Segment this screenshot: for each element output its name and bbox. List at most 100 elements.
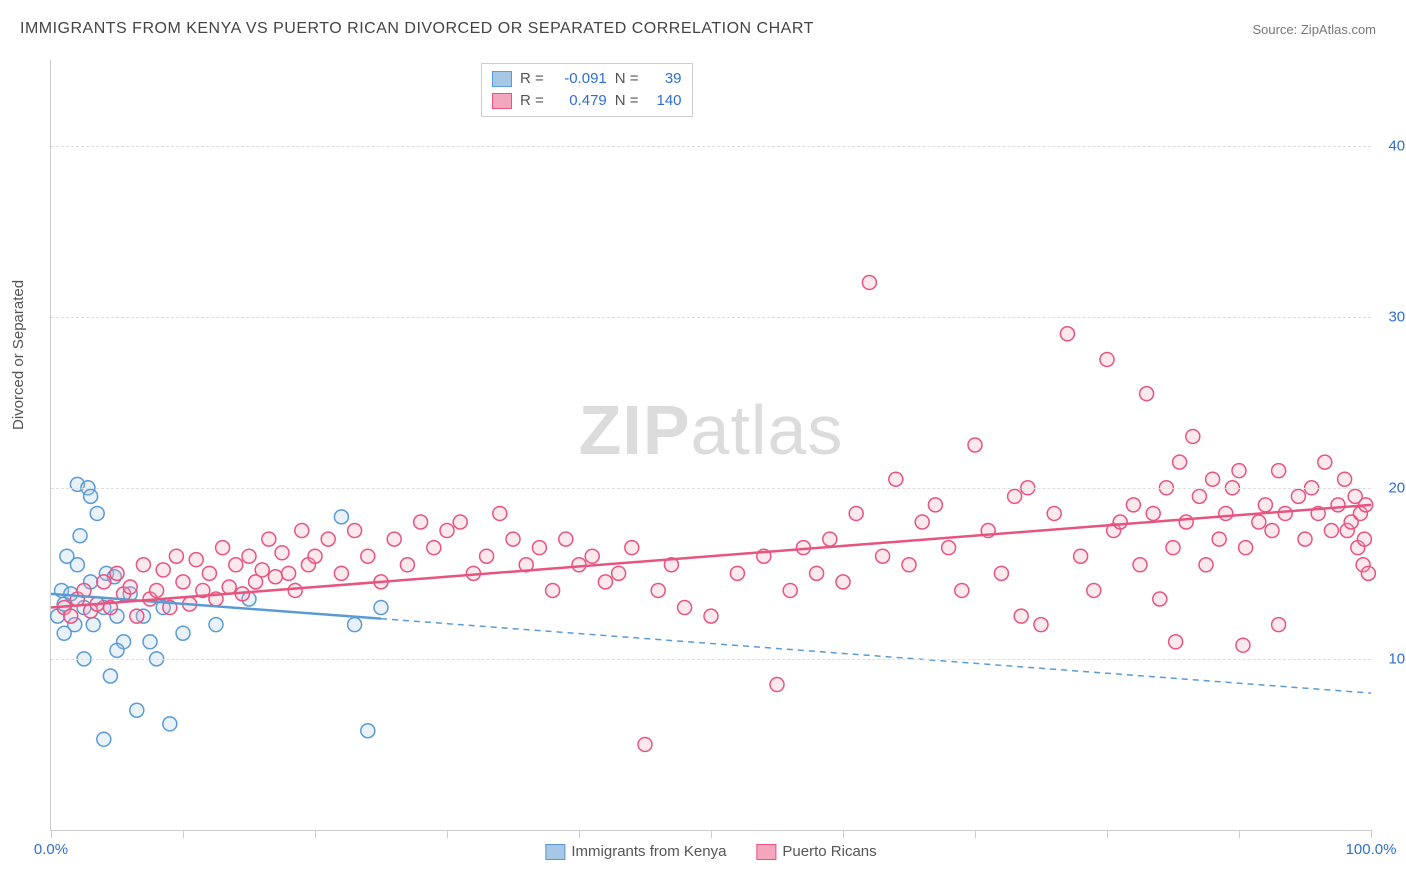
series-legend: Immigrants from Kenya Puerto Ricans (545, 843, 876, 860)
y-tick-label: 10.0% (1388, 650, 1406, 667)
data-point (136, 558, 150, 572)
data-point (268, 570, 282, 584)
data-point (889, 472, 903, 486)
gridline-h (51, 488, 1371, 489)
data-point (612, 566, 626, 580)
data-point (1361, 566, 1375, 580)
data-point (1192, 489, 1206, 503)
data-point (783, 583, 797, 597)
x-tick (51, 830, 52, 838)
y-tick-label: 40.0% (1388, 137, 1406, 154)
data-point (1133, 558, 1147, 572)
data-point (968, 438, 982, 452)
x-tick-label: 0.0% (34, 841, 68, 858)
data-point (110, 566, 124, 580)
data-point (242, 549, 256, 563)
data-point (1166, 541, 1180, 555)
data-point (209, 618, 223, 632)
data-point (1199, 558, 1213, 572)
scatter-svg (51, 60, 1371, 830)
data-point (1338, 472, 1352, 486)
data-point (1126, 498, 1140, 512)
data-point (1298, 532, 1312, 546)
data-point (1272, 618, 1286, 632)
data-point (97, 575, 111, 589)
data-point (288, 583, 302, 597)
data-point (572, 558, 586, 572)
data-point (876, 549, 890, 563)
swatch-series-2-bottom (756, 844, 776, 860)
data-point (1206, 472, 1220, 486)
data-point (1169, 635, 1183, 649)
data-point (1179, 515, 1193, 529)
data-point (915, 515, 929, 529)
data-point (334, 510, 348, 524)
data-point (638, 737, 652, 751)
data-point (1060, 327, 1074, 341)
data-point (176, 575, 190, 589)
data-point (1278, 506, 1292, 520)
data-point (156, 563, 170, 577)
data-point (1272, 464, 1286, 478)
x-tick-label: 100.0% (1346, 841, 1397, 858)
data-point (143, 635, 157, 649)
data-point (704, 609, 718, 623)
data-point (559, 532, 573, 546)
data-point (942, 541, 956, 555)
series-1-name: Immigrants from Kenya (571, 843, 726, 860)
x-tick (447, 830, 448, 838)
data-point (480, 549, 494, 563)
legend-item-series-2: Puerto Ricans (756, 843, 876, 860)
gridline-h (51, 146, 1371, 147)
gridline-h (51, 659, 1371, 660)
data-point (1100, 352, 1114, 366)
data-point (90, 506, 104, 520)
data-point (374, 601, 388, 615)
data-point (70, 558, 84, 572)
data-point (994, 566, 1008, 580)
data-point (295, 524, 309, 538)
data-point (532, 541, 546, 555)
data-point (189, 553, 203, 567)
x-tick (315, 830, 316, 838)
data-point (1219, 506, 1233, 520)
data-point (348, 618, 362, 632)
data-point (169, 549, 183, 563)
data-point (1146, 506, 1160, 520)
data-point (1236, 638, 1250, 652)
data-point (348, 524, 362, 538)
data-point (321, 532, 335, 546)
data-point (1153, 592, 1167, 606)
y-tick-label: 30.0% (1388, 308, 1406, 325)
data-point (103, 669, 117, 683)
data-point (229, 558, 243, 572)
data-point (598, 575, 612, 589)
data-point (823, 532, 837, 546)
data-point (84, 489, 98, 503)
data-point (202, 566, 216, 580)
data-point (678, 601, 692, 615)
data-point (928, 498, 942, 512)
data-point (414, 515, 428, 529)
data-point (1212, 532, 1226, 546)
data-point (585, 549, 599, 563)
data-point (1008, 489, 1022, 503)
data-point (1014, 609, 1028, 623)
data-point (1258, 498, 1272, 512)
gridline-h (51, 317, 1371, 318)
x-tick (183, 830, 184, 838)
data-point (1034, 618, 1048, 632)
data-point (361, 549, 375, 563)
data-point (282, 566, 296, 580)
data-point (625, 541, 639, 555)
data-point (1232, 464, 1246, 478)
data-point (955, 583, 969, 597)
data-point (387, 532, 401, 546)
data-point (1140, 387, 1154, 401)
data-point (64, 609, 78, 623)
x-tick (1371, 830, 1372, 838)
data-point (262, 532, 276, 546)
data-point (770, 678, 784, 692)
y-tick-label: 20.0% (1388, 479, 1406, 496)
x-tick (579, 830, 580, 838)
